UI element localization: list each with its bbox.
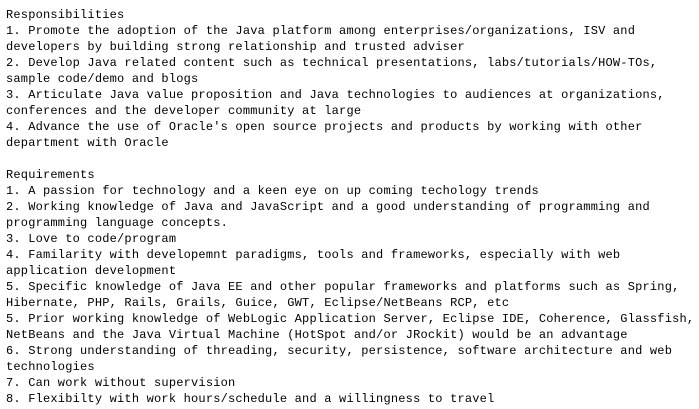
item-line: 1. Promote the adoption of the Java plat… [6, 24, 636, 38]
item-line: technologies [6, 360, 95, 374]
item-line: 5. Specific knowledge of Java EE and oth… [6, 280, 680, 294]
item-line: 3. Love to code/program [6, 232, 177, 246]
item-line: application development [6, 264, 177, 278]
list-item: 1. A passion for technology and a keen e… [6, 183, 699, 199]
item-line: 2. Develop Java related content such as … [6, 56, 658, 70]
item-line: 7. Can work without supervision [6, 376, 236, 390]
item-line: developers by building strong relationsh… [6, 40, 465, 54]
item-line: 1. A passion for technology and a keen e… [6, 184, 539, 198]
list-item: 7. Can work without supervision [6, 375, 699, 391]
item-line: 5. Prior working knowledge of WebLogic A… [6, 312, 695, 326]
item-line: department with Oracle [6, 136, 169, 150]
list-item: 5. Specific knowledge of Java EE and oth… [6, 279, 699, 311]
item-line: 6. Strong understanding of threading, se… [6, 344, 673, 358]
item-line: programming language concepts. [6, 216, 229, 230]
list-item: 6. Strong understanding of threading, se… [6, 343, 699, 375]
section: Requirements 1. A passion for technology … [6, 167, 699, 407]
section-title: Requirements [6, 168, 95, 182]
list-item: 1. Promote the adoption of the Java plat… [6, 23, 699, 55]
section-title: Responsibilities [6, 8, 125, 22]
list-item: 2. Working knowledge of Java and JavaScr… [6, 199, 699, 231]
list-item: 2. Develop Java related content such as … [6, 55, 699, 87]
item-line: 4. Advance the use of Oracle's open sour… [6, 120, 643, 134]
list-item: 4. Familarity with developemnt paradigms… [6, 247, 699, 279]
item-line: 8. Flexibilty with work hours/schedule a… [6, 392, 495, 406]
section: Responsibilities 1. Promote the adoption … [6, 7, 699, 151]
item-line: 2. Working knowledge of Java and JavaScr… [6, 200, 650, 214]
list-item: 3. Love to code/program [6, 231, 699, 247]
item-line: 4. Familarity with developemnt paradigms… [6, 248, 621, 262]
item-line: NetBeans and the Java Virtual Machine (H… [6, 328, 628, 342]
item-line: sample code/demo and blogs [6, 72, 199, 86]
item-line: conferences and the developer community … [6, 104, 362, 118]
item-line: Hibernate, PHP, Rails, Grails, Guice, GW… [6, 296, 510, 310]
list-item: 5. Prior working knowledge of WebLogic A… [6, 311, 699, 343]
list-item: 3. Articulate Java value proposition and… [6, 87, 699, 119]
item-line: 3. Articulate Java value proposition and… [6, 88, 665, 102]
list-item: 8. Flexibilty with work hours/schedule a… [6, 391, 699, 407]
list-item: 4. Advance the use of Oracle's open sour… [6, 119, 699, 151]
